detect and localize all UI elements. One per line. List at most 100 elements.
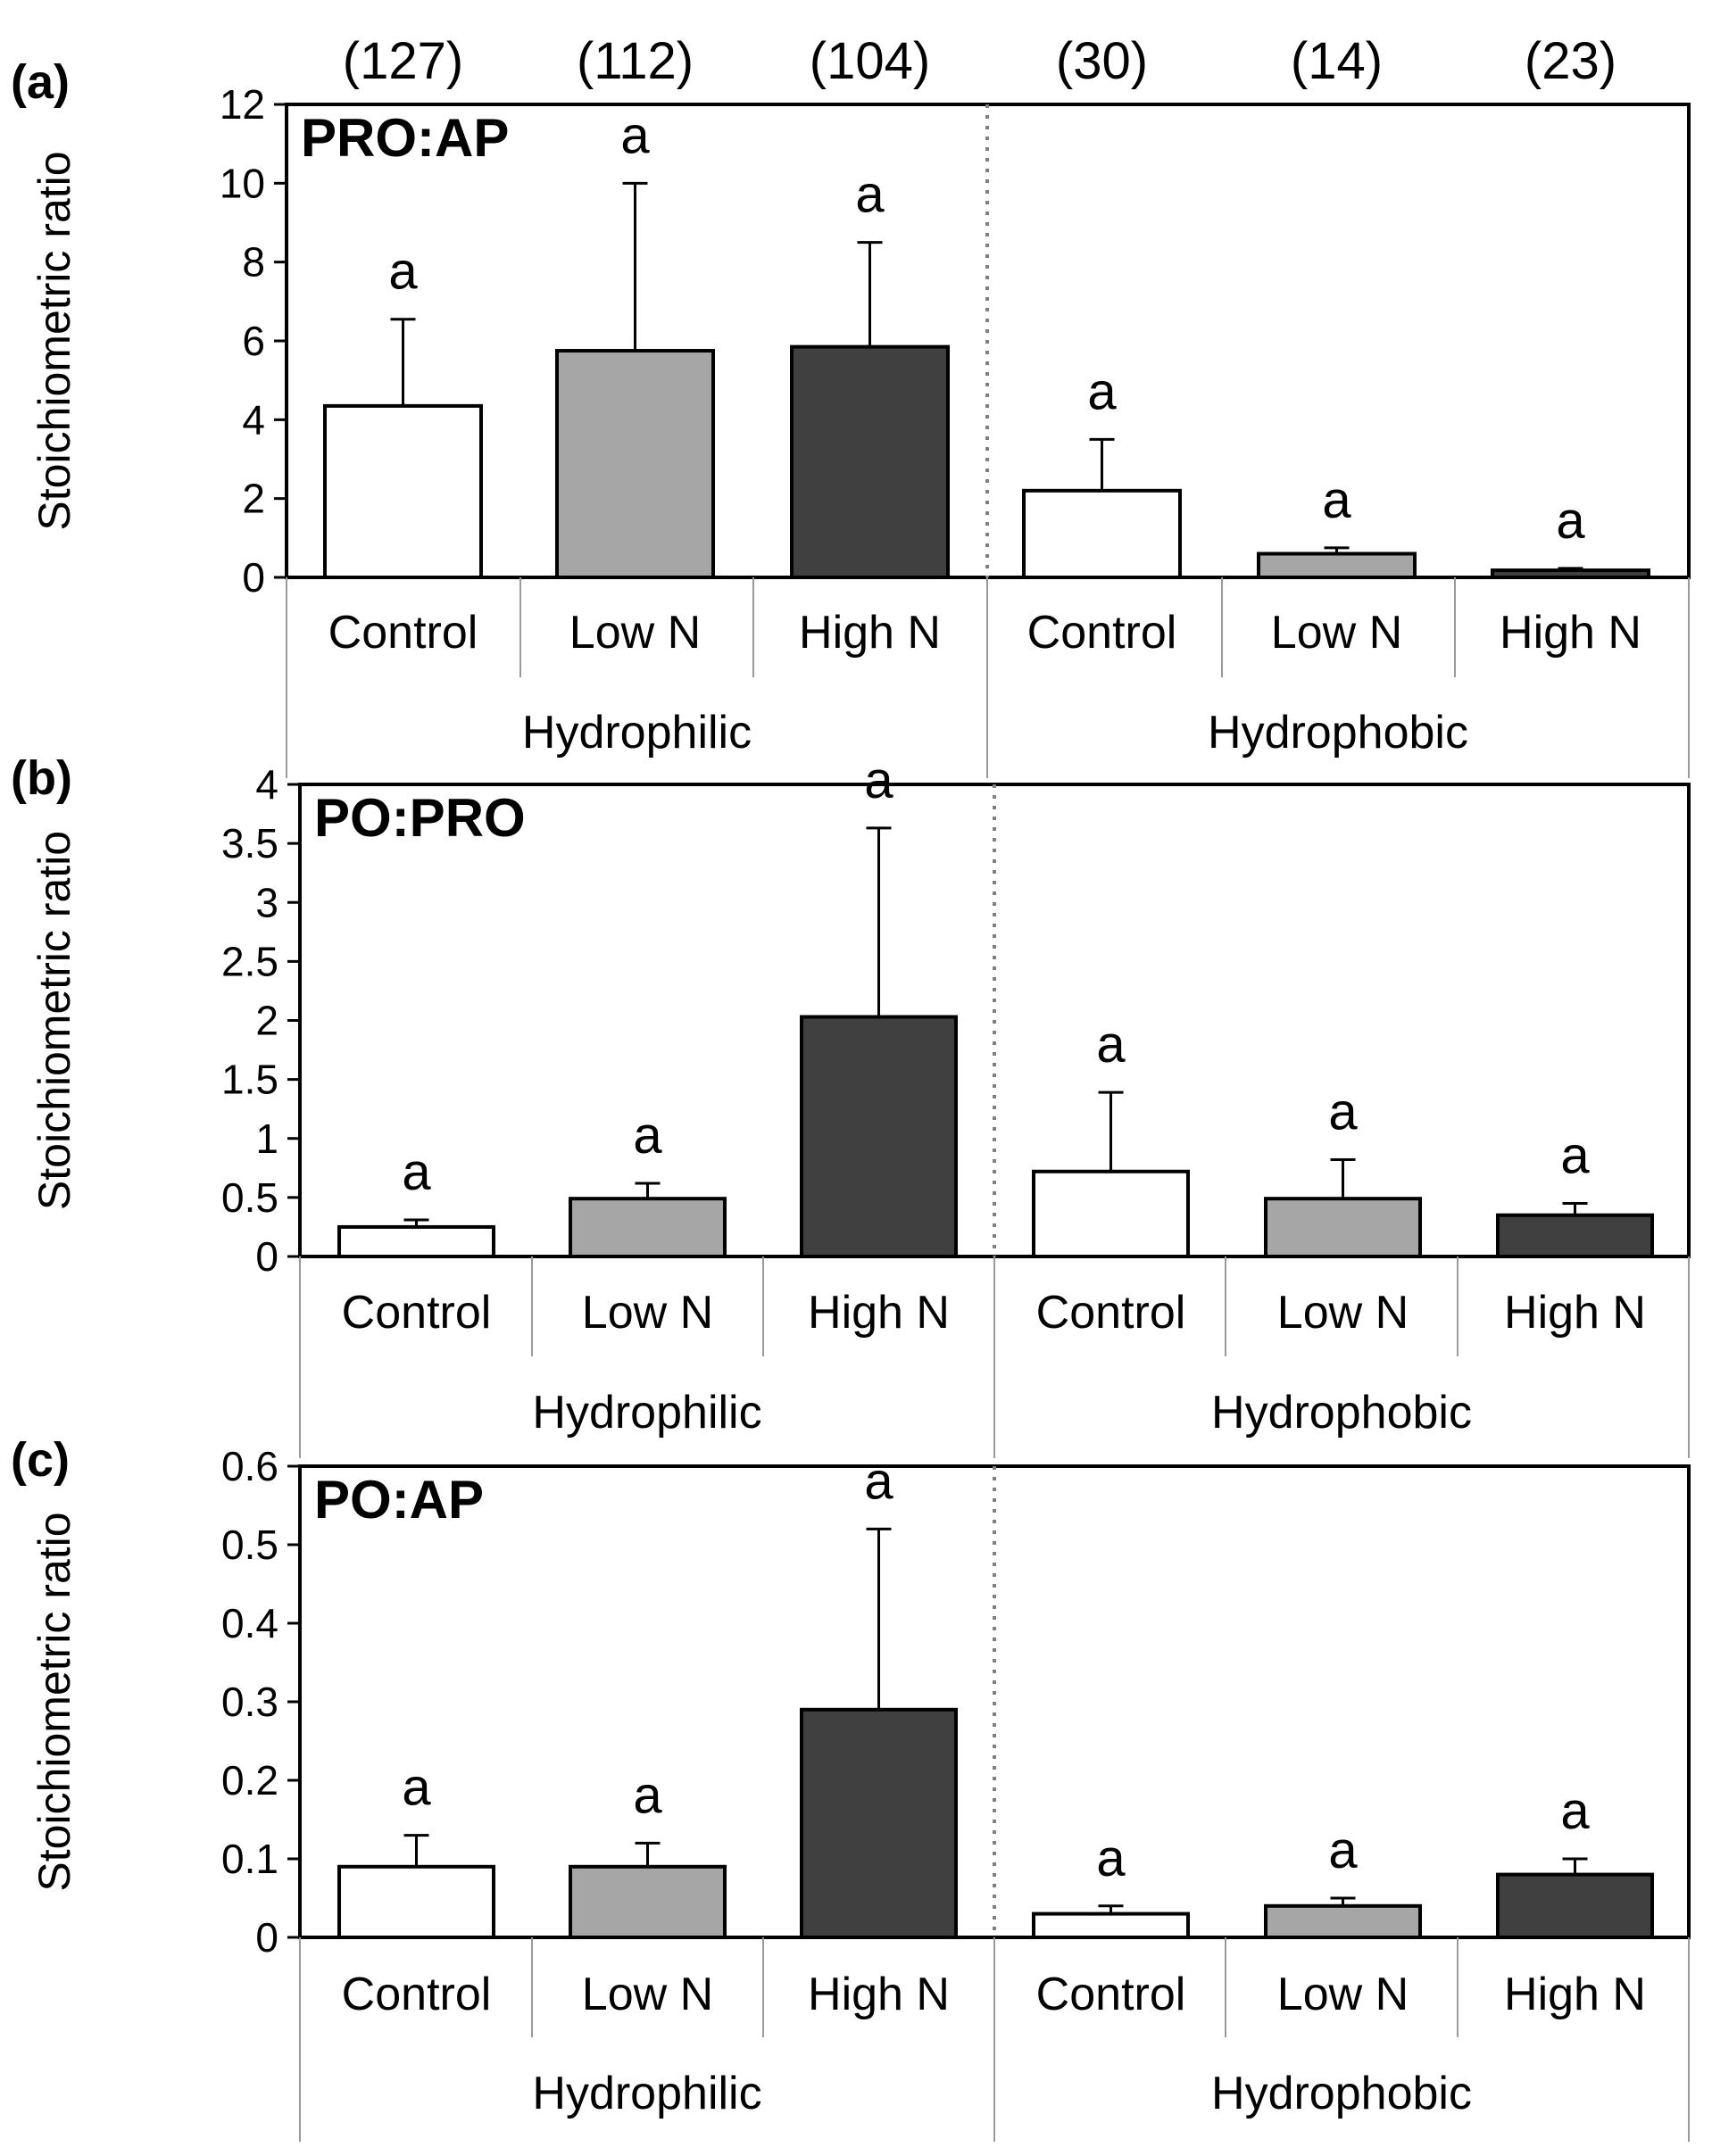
bar <box>1264 1903 1422 1940</box>
panel-title: PO:PRO <box>314 788 526 848</box>
y-tick-label: 0.5 <box>221 1522 278 1568</box>
y-tick-label: 3 <box>255 879 278 925</box>
category-label: High N <box>799 607 941 659</box>
bar <box>569 1197 727 1259</box>
significance-letter: a <box>402 1143 431 1201</box>
bar <box>1257 551 1417 579</box>
y-tick-label: 0 <box>242 554 265 601</box>
panel-title: PO:AP <box>314 1470 484 1530</box>
y-tick-label: 0.6 <box>221 1443 278 1489</box>
y-tick-label: 6 <box>242 318 265 364</box>
y-tick-label: 8 <box>242 239 265 286</box>
bar <box>337 1864 495 1940</box>
panel-label: (b) <box>11 751 72 805</box>
bar <box>1032 1169 1190 1259</box>
category-label: Control <box>342 1969 492 2020</box>
y-axis-label: Stoichiometric ratio <box>29 151 79 530</box>
significance-letter: a <box>633 1766 662 1824</box>
category-label: Low N <box>1277 1287 1409 1339</box>
panel-label: (c) <box>11 1433 70 1487</box>
significance-letter: a <box>1087 362 1117 420</box>
significance-letter: a <box>1560 1782 1590 1840</box>
group-label: Hydrophilic <box>532 2068 761 2119</box>
sample-size-label: (23) <box>1525 32 1616 90</box>
category-label: High N <box>808 1287 950 1339</box>
significance-letter: a <box>633 1107 662 1165</box>
significance-letter: a <box>1328 1083 1358 1141</box>
sample-size-label: (127) <box>343 32 463 90</box>
bar <box>555 349 715 579</box>
category-label: Low N <box>569 607 701 659</box>
y-tick-label: 0.5 <box>221 1174 278 1221</box>
y-tick-label: 0.1 <box>221 1836 278 1882</box>
sample-size-label: (112) <box>577 32 694 90</box>
group-label: Hydrophilic <box>522 707 752 759</box>
bar <box>569 1864 727 1940</box>
y-tick-label: 2 <box>242 476 265 522</box>
panel-label: (a) <box>11 55 70 109</box>
significance-letter: a <box>1560 1126 1590 1184</box>
significance-letter: a <box>1322 471 1351 529</box>
significance-letter: a <box>402 1759 431 1817</box>
sample-size-label: (14) <box>1291 32 1383 90</box>
y-tick-label: 2.5 <box>221 938 278 984</box>
panel-b: 0 0.5 1 1.5 2 2.5 3 3.5 4 Stoichiometric ratio (b)… <box>11 751 1691 1458</box>
y-tick-label: 10 <box>220 160 265 206</box>
category-label: Control <box>328 607 478 659</box>
panel-a: 0 2 4 6 8 10 12 Stoichiometric ratio (a) PRO:AP Hy… <box>11 32 1691 778</box>
significance-letter: a <box>1096 1829 1126 1887</box>
category-label: High N <box>1504 1287 1646 1339</box>
category-label: High N <box>1504 1969 1646 2020</box>
y-tick-label: 12 <box>220 81 265 128</box>
y-tick-label: 0.3 <box>221 1679 278 1725</box>
y-tick-label: 2 <box>255 998 278 1044</box>
y-tick-label: 3.5 <box>221 820 278 867</box>
y-tick-label: 0.4 <box>221 1600 278 1646</box>
significance-letter: a <box>1556 492 1585 550</box>
significance-letter: a <box>388 243 418 301</box>
significance-letter: a <box>864 751 893 809</box>
panel-title: PRO:AP <box>301 108 509 168</box>
bar <box>1264 1197 1422 1259</box>
y-tick-label: 0 <box>255 1233 278 1280</box>
panel-c: 0 0.1 0.2 0.3 0.4 0.5 0.6 Stoichiometric ratio (… <box>11 1433 1691 2142</box>
significance-letter: a <box>1096 1016 1126 1074</box>
category-label: Control <box>1036 1969 1186 2020</box>
category-label: Control <box>1027 607 1177 659</box>
significance-letter: a <box>855 166 885 224</box>
y-tick-label: 1.5 <box>221 1057 278 1103</box>
y-axis-label: Stoichiometric ratio <box>29 831 79 1210</box>
bar <box>1496 1872 1654 1940</box>
y-tick-label: 4 <box>255 761 278 808</box>
category-label: Low N <box>1277 1969 1409 2020</box>
bar <box>323 403 483 579</box>
category-label: Low N <box>1271 607 1402 659</box>
y-tick-label: 0 <box>255 1914 278 1961</box>
category-label: High N <box>1500 607 1641 659</box>
bar <box>337 1224 495 1258</box>
bar <box>790 344 950 579</box>
y-axis-label: Stoichiometric ratio <box>29 1512 79 1891</box>
bar <box>1032 1911 1190 1940</box>
significance-letter: a <box>864 1452 893 1510</box>
category-label: Low N <box>582 1287 713 1339</box>
bar <box>800 1015 958 1258</box>
significance-letter: a <box>1328 1821 1358 1879</box>
significance-letter: a <box>620 106 650 164</box>
bar <box>800 1707 958 1940</box>
y-tick-label: 4 <box>242 396 265 443</box>
group-label: Hydrophobic <box>1211 2068 1472 2119</box>
bar <box>1022 488 1182 579</box>
group-label: Hydrophilic <box>532 1387 761 1439</box>
sample-size-label: (104) <box>810 32 930 90</box>
category-label: Control <box>342 1287 492 1339</box>
y-tick-label: 1 <box>255 1115 278 1162</box>
category-label: High N <box>808 1969 950 2020</box>
group-label: Hydrophobic <box>1208 707 1468 759</box>
category-label: Control <box>1036 1287 1186 1339</box>
y-tick-label: 0.2 <box>221 1757 278 1804</box>
sample-size-label: (30) <box>1056 32 1148 90</box>
bar <box>1496 1213 1654 1259</box>
category-label: Low N <box>582 1969 713 2020</box>
